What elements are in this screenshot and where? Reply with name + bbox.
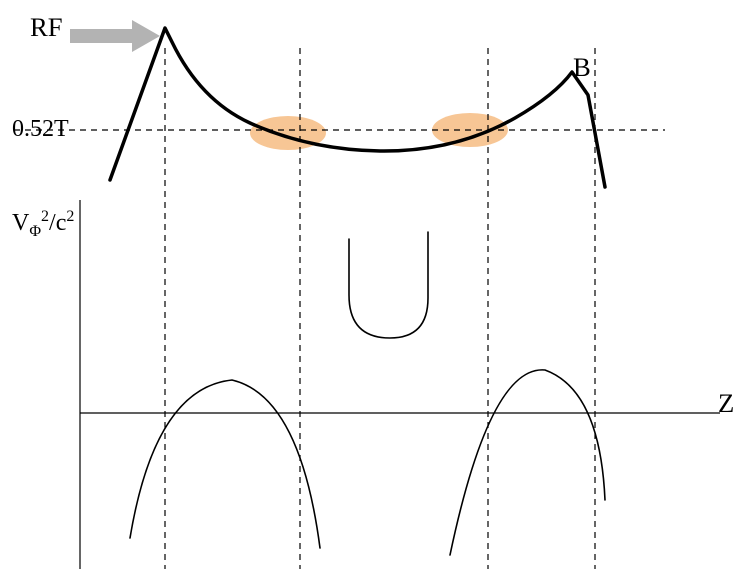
center-u-curve bbox=[349, 232, 428, 338]
magnetic-field-curve bbox=[110, 28, 605, 187]
label-v: VΦ2/c2 bbox=[12, 208, 74, 241]
label-h-value: 0.52T bbox=[12, 116, 69, 143]
label-rf: RF bbox=[30, 12, 63, 43]
v-label-sup2: 2 bbox=[66, 208, 74, 225]
left-arc-curve bbox=[130, 380, 320, 548]
right-arc-curve bbox=[450, 370, 605, 555]
label-b: B bbox=[573, 52, 591, 83]
rf-arrow-icon bbox=[70, 20, 160, 52]
v-label-sup1: 2 bbox=[41, 208, 49, 225]
v-label-sub: Φ bbox=[29, 223, 41, 240]
label-z: Z bbox=[718, 388, 734, 419]
v-label-base: V bbox=[12, 210, 29, 236]
v-label-denom: /c bbox=[49, 210, 66, 236]
